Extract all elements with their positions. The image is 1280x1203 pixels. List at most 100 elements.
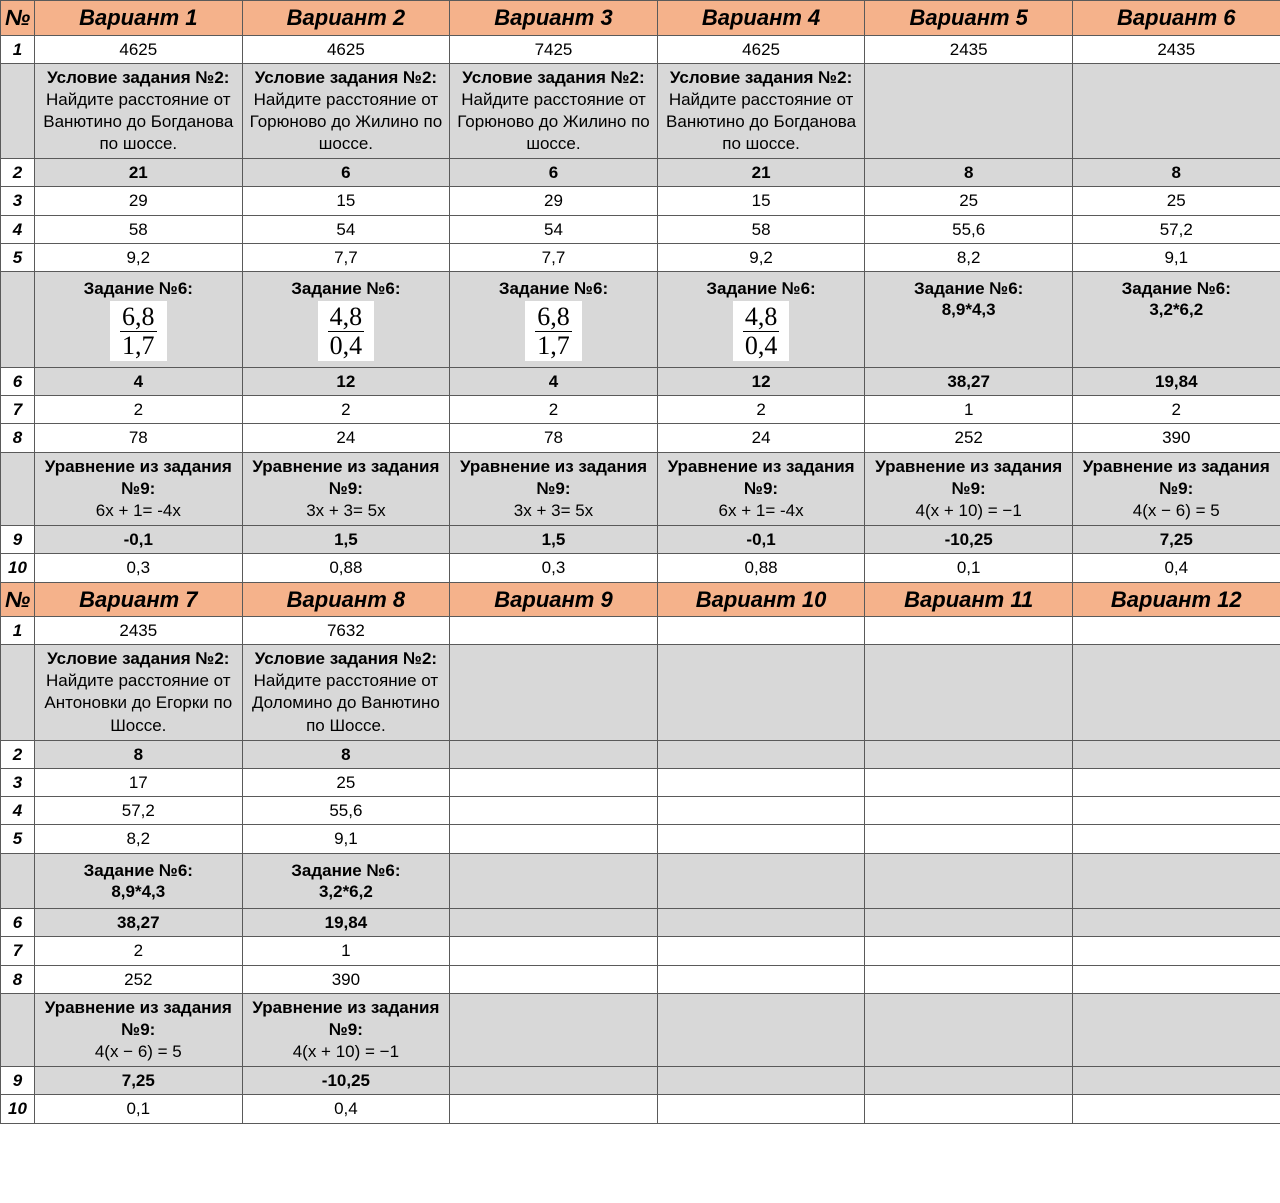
cell: [1072, 740, 1280, 768]
variant-header: Вариант 10: [657, 582, 865, 617]
cell: Уравнение из задания №9:3x + 3= 5x: [450, 452, 658, 525]
cell: Задание №6:6,81,7: [35, 272, 243, 368]
row-number: [1, 853, 35, 909]
cell: 9,1: [242, 825, 450, 853]
cell: 21: [657, 159, 865, 187]
row-number: 8: [1, 424, 35, 452]
cell: [657, 1067, 865, 1095]
cell: 2: [35, 396, 243, 424]
cell: 7,25: [1072, 526, 1280, 554]
row-number: 1: [1, 617, 35, 645]
row-number: 4: [1, 215, 35, 243]
cell: Условие задания №2: Найдите расстояние о…: [450, 63, 658, 158]
cell: [450, 645, 658, 740]
cell: 15: [242, 187, 450, 215]
cell: 7,7: [450, 243, 658, 271]
cell: Уравнение из задания №9:3x + 3= 5x: [242, 452, 450, 525]
cell: 252: [35, 965, 243, 993]
cell: [1072, 797, 1280, 825]
cell: 8: [242, 740, 450, 768]
cell: 7425: [450, 35, 658, 63]
cell: [1072, 993, 1280, 1066]
row-number: 2: [1, 159, 35, 187]
row-number: 2: [1, 740, 35, 768]
cell: 54: [242, 215, 450, 243]
cell: [1072, 1095, 1280, 1123]
cell: 8,2: [865, 243, 1073, 271]
cell: 1,5: [450, 526, 658, 554]
row-number: 4: [1, 797, 35, 825]
row-number: 3: [1, 187, 35, 215]
row-number: [1, 452, 35, 525]
cell: 8: [1072, 159, 1280, 187]
cell: 0,4: [242, 1095, 450, 1123]
cell: 24: [242, 424, 450, 452]
cell: 2435: [865, 35, 1073, 63]
cell: Задание №6:3,2*6,2: [242, 853, 450, 909]
cell: Условие задания №2: Найдите расстояние о…: [657, 63, 865, 158]
cell: -0,1: [657, 526, 865, 554]
cell: 2: [242, 396, 450, 424]
cell: 0,88: [242, 554, 450, 582]
cell: 57,2: [35, 797, 243, 825]
cell: 7,7: [242, 243, 450, 271]
cell: [865, 965, 1073, 993]
cell: 4625: [657, 35, 865, 63]
cell: 78: [450, 424, 658, 452]
cell: 1: [242, 937, 450, 965]
cell: 8,2: [35, 825, 243, 853]
cell: [657, 965, 865, 993]
cell: Уравнение из задания №9:6x + 1= -4x: [35, 452, 243, 525]
cell: 9,1: [1072, 243, 1280, 271]
row-number: [1, 63, 35, 158]
cell: [1072, 909, 1280, 937]
cell: [450, 1095, 658, 1123]
cell: [1072, 853, 1280, 909]
cell: 0,1: [35, 1095, 243, 1123]
row-number: [1, 272, 35, 368]
cell: 29: [450, 187, 658, 215]
row-number: 5: [1, 825, 35, 853]
cell: [450, 937, 658, 965]
row-number: 5: [1, 243, 35, 271]
cell: 390: [242, 965, 450, 993]
row-number: [1, 993, 35, 1066]
cell: [865, 825, 1073, 853]
cell: Задание №6:3,2*6,2: [1072, 272, 1280, 368]
cell: [865, 853, 1073, 909]
cell: [865, 1095, 1073, 1123]
cell: 8: [35, 740, 243, 768]
row-number: 7: [1, 937, 35, 965]
cell: [657, 993, 865, 1066]
variant-header: Вариант 3: [450, 1, 658, 36]
cell: [657, 1095, 865, 1123]
cell: [865, 617, 1073, 645]
row-number: 6: [1, 367, 35, 395]
cell: [865, 909, 1073, 937]
cell: 19,84: [1072, 367, 1280, 395]
variant-header: Вариант 2: [242, 1, 450, 36]
cell: [865, 645, 1073, 740]
variant-header: Вариант 11: [865, 582, 1073, 617]
row-number: [1, 645, 35, 740]
cell: Задание №6:6,81,7: [450, 272, 658, 368]
cell: Уравнение из задания №9:4(x + 10) = −1: [865, 452, 1073, 525]
cell: [1072, 617, 1280, 645]
cell: 12: [242, 367, 450, 395]
cell: Уравнение из задания №9:6x + 1= -4x: [657, 452, 865, 525]
cell: 9,2: [35, 243, 243, 271]
cell: [657, 797, 865, 825]
cell: Условие задания №2: Найдите расстояние о…: [35, 645, 243, 740]
cell: Условие задания №2: Найдите расстояние о…: [35, 63, 243, 158]
variant-header: Вариант 7: [35, 582, 243, 617]
cell: 24: [657, 424, 865, 452]
cell: 55,6: [242, 797, 450, 825]
cell: [450, 617, 658, 645]
cell: Задание №6:8,9*4,3: [865, 272, 1073, 368]
cell: Задание №6:8,9*4,3: [35, 853, 243, 909]
cell: [1072, 937, 1280, 965]
cell: 12: [657, 367, 865, 395]
cell: 8: [865, 159, 1073, 187]
cell: [657, 853, 865, 909]
cell: [1072, 63, 1280, 158]
